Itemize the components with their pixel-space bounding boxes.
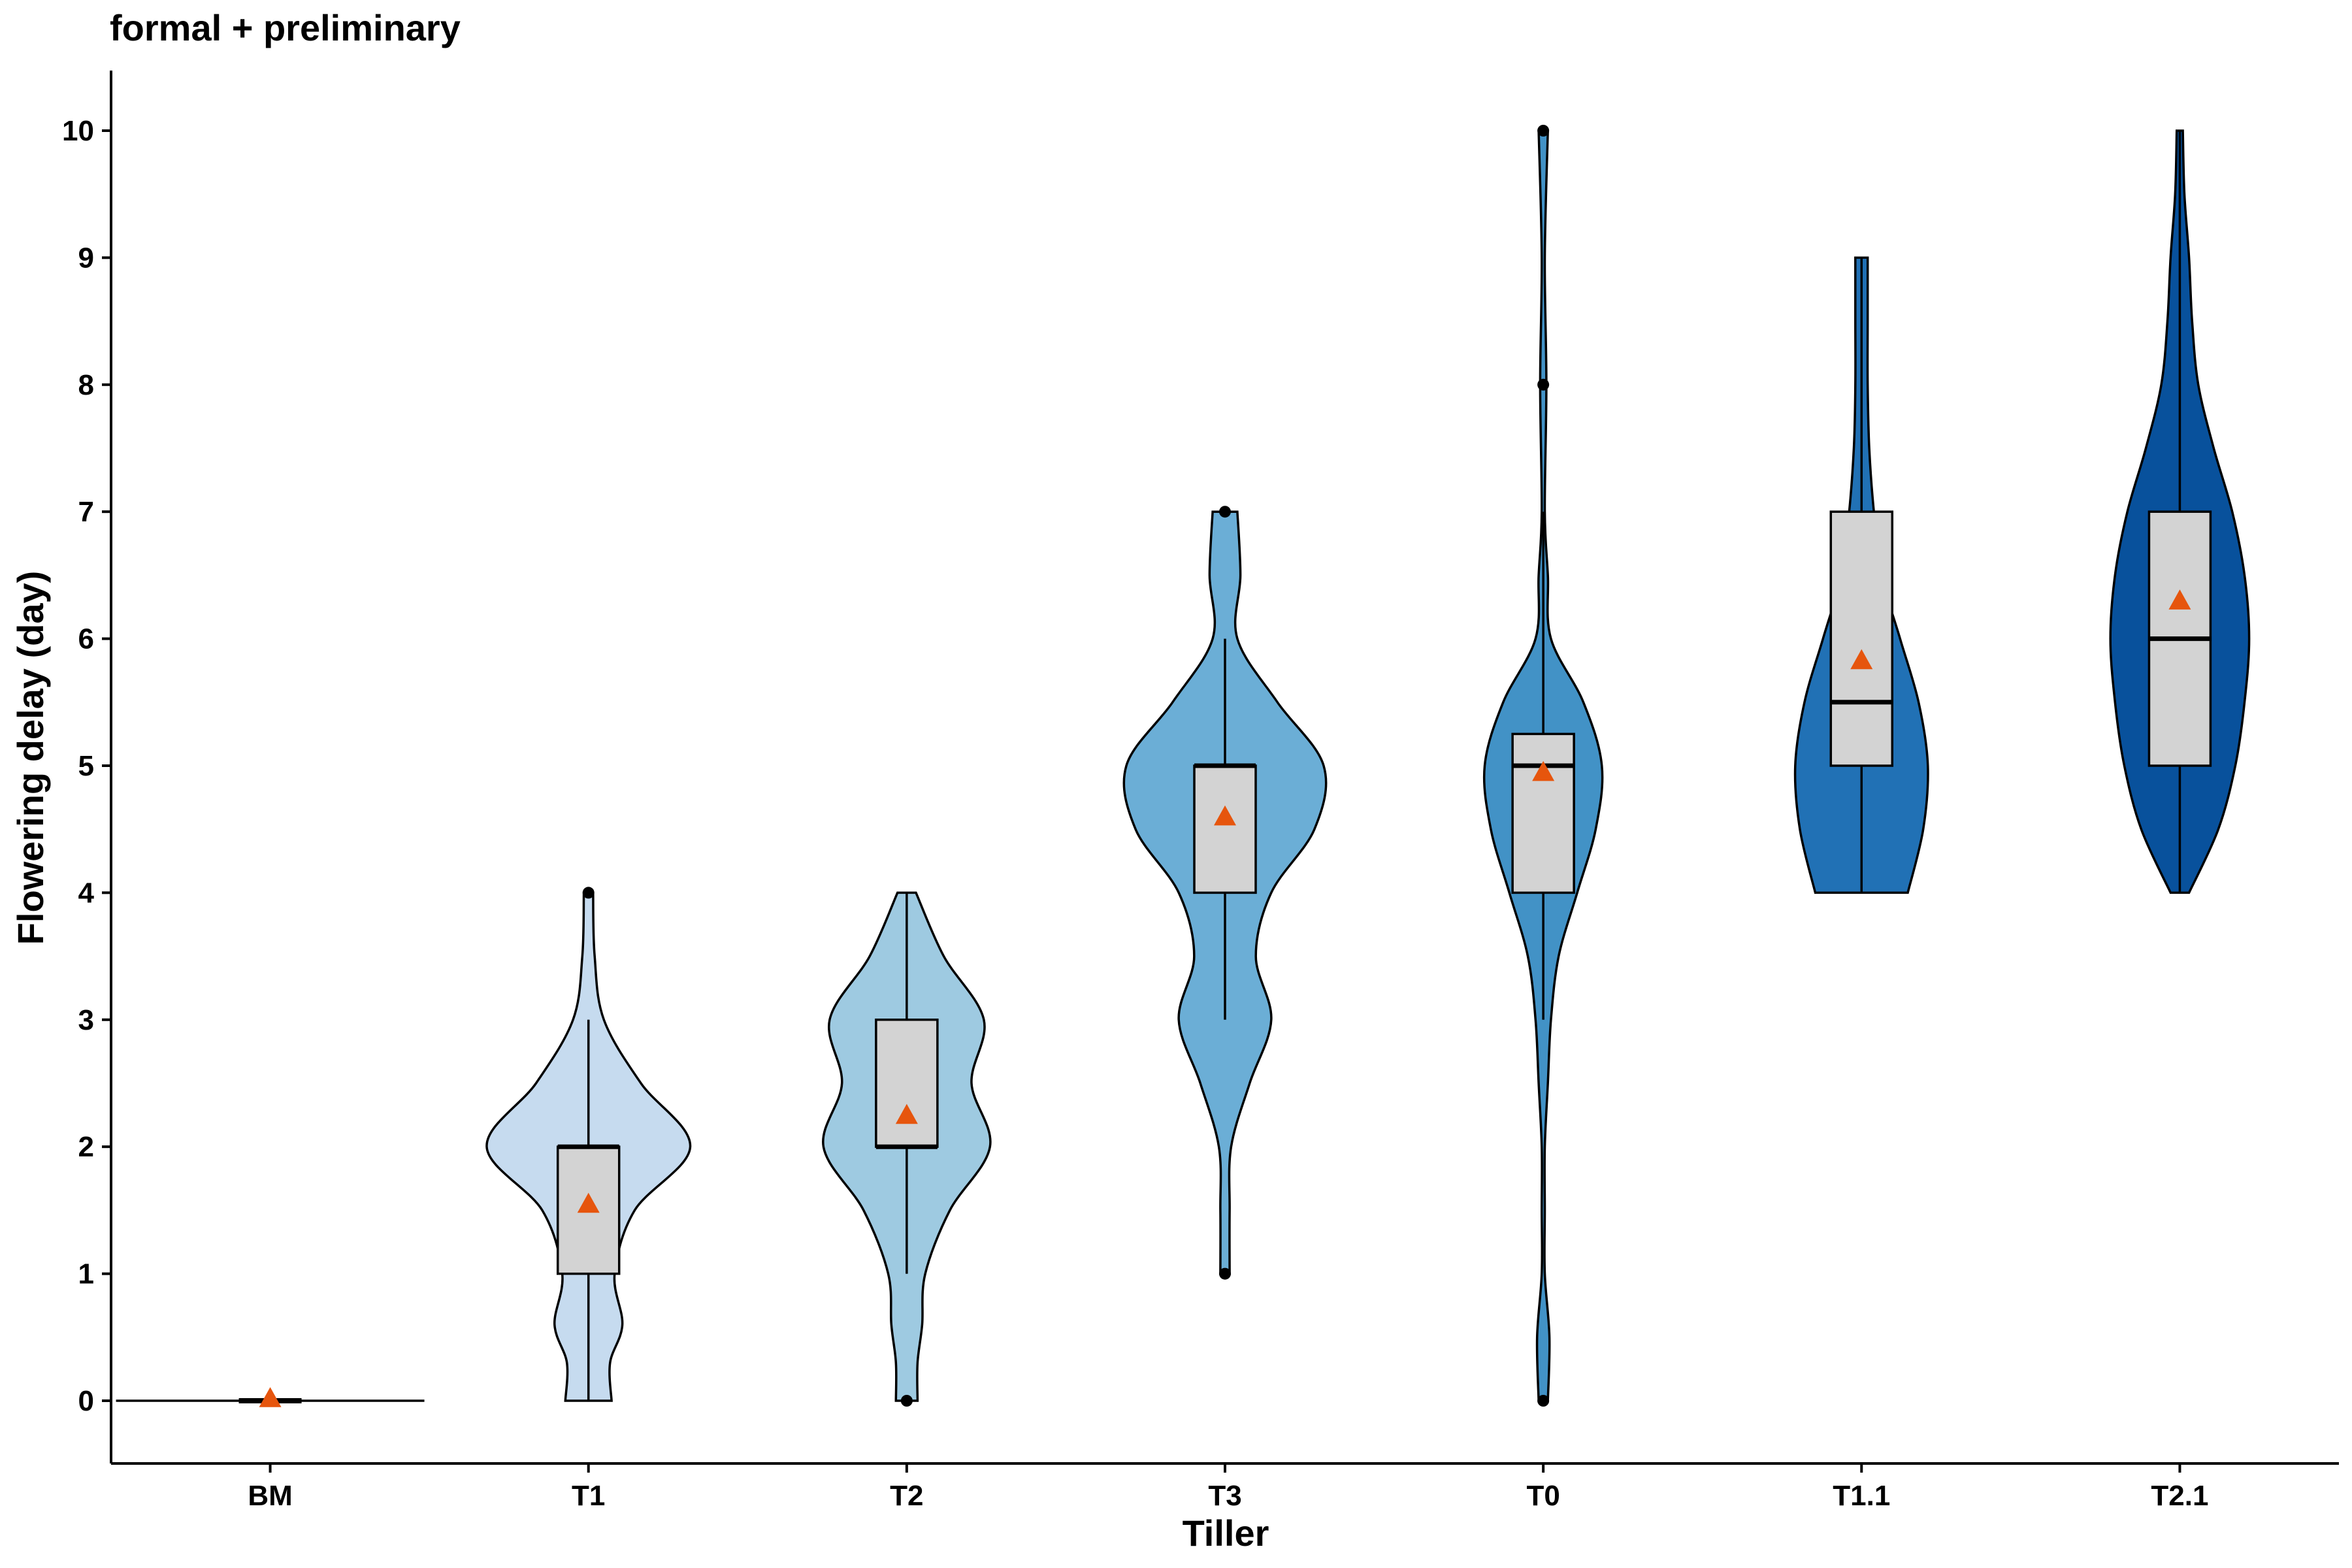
outlier-T3-0 — [1219, 1267, 1231, 1280]
mean-marker-T1.1 — [1850, 649, 1873, 670]
y-tick-label-10: 10 — [62, 115, 94, 147]
y-tick-label-4: 4 — [78, 877, 95, 909]
x-tick-label-T2.1: T2.1 — [2151, 1480, 2208, 1512]
box-T2 — [875, 1019, 939, 1148]
box-T3 — [1193, 764, 1257, 894]
y-tick-label-3: 3 — [78, 1004, 94, 1036]
violin-group-T1 — [485, 887, 692, 1402]
y-tick-label-0: 0 — [78, 1385, 94, 1417]
y-tick-label-9: 9 — [78, 242, 94, 274]
y-tick-label-1: 1 — [78, 1258, 94, 1290]
outlier-T0-2 — [1537, 125, 1550, 137]
mean-marker-T0 — [1532, 760, 1555, 781]
outlier-T2-0 — [900, 1395, 913, 1407]
chart-title: formal + preliminary — [110, 7, 461, 48]
outlier-T0-1 — [1537, 378, 1550, 391]
y-tick-label-2: 2 — [78, 1131, 94, 1163]
violin-group-BM — [116, 1387, 425, 1407]
outlier-T1-0 — [582, 887, 595, 899]
violin-group-T1.1 — [1793, 256, 1929, 894]
y-tick-label-5: 5 — [78, 750, 94, 782]
box-T1.1 — [1829, 510, 1894, 767]
x-tick-label-T2: T2 — [890, 1480, 923, 1512]
y-tick-label-8: 8 — [78, 369, 94, 401]
y-tick-label-7: 7 — [78, 496, 94, 528]
x-tick-label-T1.1: T1.1 — [1833, 1480, 1890, 1512]
axes-layer: 0 1 2 3 4 5 6 7 8 9 10 BM T1 T2 T3 T0 T1.1 T2.1 — [62, 71, 2339, 1512]
violin-group-T0 — [1482, 125, 1604, 1407]
outlier-T3-1 — [1219, 506, 1231, 518]
outlier-T0-0 — [1537, 1395, 1550, 1407]
box-T0 — [1511, 732, 1575, 894]
x-axis-title: Tiller — [1183, 1512, 1269, 1554]
mean-marker-BM — [259, 1387, 282, 1407]
violin-group-T2.1 — [2109, 129, 2251, 894]
violin-group-T2 — [822, 891, 992, 1407]
x-tick-label-T1: T1 — [572, 1480, 605, 1512]
mean-marker-T3 — [1214, 805, 1236, 826]
x-tick-label-T3: T3 — [1208, 1480, 1241, 1512]
violin-layer — [116, 125, 2251, 1407]
y-axis-title: Flowering delay (day) — [10, 571, 51, 945]
mean-marker-T1 — [577, 1192, 600, 1213]
x-tick-label-T0: T0 — [1526, 1480, 1560, 1512]
y-tick-label-6: 6 — [78, 623, 94, 655]
x-tick-label-BM: BM — [248, 1480, 292, 1512]
violin-group-T3 — [1122, 506, 1328, 1280]
mean-marker-T2.1 — [2168, 589, 2191, 610]
mean-marker-T2 — [895, 1103, 918, 1124]
